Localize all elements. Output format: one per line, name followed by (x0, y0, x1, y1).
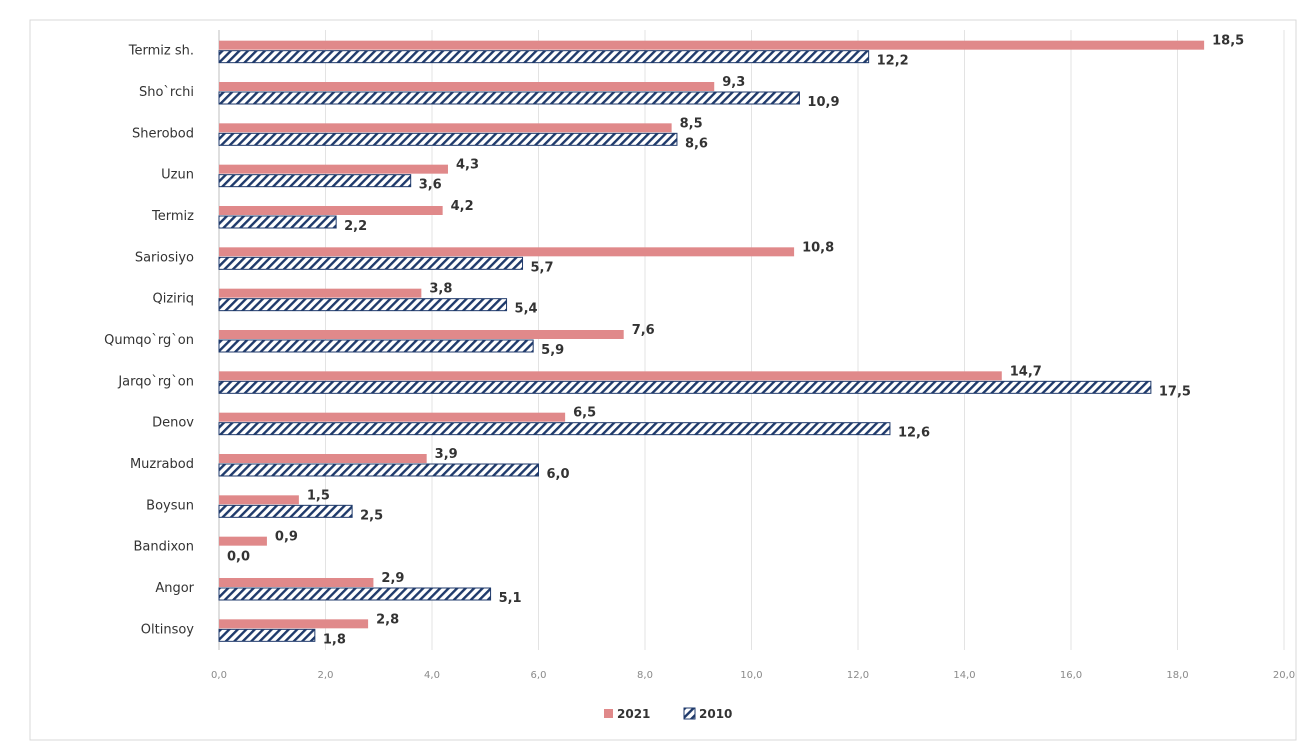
data-label-2010: 12,6 (898, 426, 930, 441)
x-tick-label: 14,0 (953, 670, 975, 681)
bar-2021 (219, 619, 369, 629)
x-tick-label: 12,0 (847, 670, 869, 681)
data-label-2021: 1,5 (307, 488, 330, 503)
bar-2010 (218, 298, 508, 312)
x-tick-label: 16,0 (1060, 670, 1082, 681)
category-label: Termiz sh. (128, 44, 194, 59)
legend-swatch-2021 (604, 709, 613, 718)
bar-2021 (219, 578, 374, 587)
x-tick-label: 0,0 (211, 670, 227, 681)
bar-2021 (219, 164, 448, 174)
bar-2010 (218, 132, 678, 146)
data-label-2021: 3,8 (429, 282, 452, 297)
category-label: Sariosiyo (135, 250, 194, 265)
category-label: Jarqo`rg`on (117, 374, 194, 389)
bar-2010 (218, 256, 524, 270)
bar-2021 (219, 247, 795, 257)
bar-2010 (218, 587, 492, 601)
bar-2010 (218, 628, 316, 642)
category-label: Angor (155, 581, 194, 596)
data-label-2010: 2,2 (344, 219, 367, 234)
bar-2021 (219, 123, 672, 133)
data-label-2010: 5,9 (541, 343, 564, 358)
x-tick-label: 4,0 (424, 670, 440, 681)
data-label-2021: 9,3 (722, 75, 745, 90)
category-label: Qiziriq (153, 292, 195, 307)
bar-2021 (219, 371, 1002, 381)
bar-2021 (219, 412, 566, 422)
data-label-2021: 4,3 (456, 158, 479, 173)
data-label-2021: 0,9 (275, 530, 298, 545)
data-label-2010: 5,1 (499, 591, 522, 606)
bar-2010 (218, 463, 539, 477)
data-label-2010: 1,8 (323, 632, 346, 647)
bar-2021 (219, 495, 299, 505)
bar-2010 (218, 50, 870, 64)
x-tick-label: 2,0 (318, 670, 334, 681)
bar-2010 (218, 339, 534, 353)
data-label-2021: 4,2 (451, 199, 474, 214)
bar-2010 (218, 91, 800, 105)
data-label-2021: 8,5 (680, 116, 703, 131)
data-label-2010: 5,4 (515, 302, 538, 317)
category-label: Muzrabod (130, 457, 194, 472)
data-label-2010: 17,5 (1159, 384, 1191, 399)
data-label-2010: 5,7 (531, 260, 554, 275)
data-label-2010: 3,6 (419, 178, 442, 193)
x-tick-label: 8,0 (637, 670, 653, 681)
category-labels: Termiz sh. Sho`rchi Sherobod Uzun Termiz Sari… (104, 44, 195, 638)
data-label-2021: 14,7 (1010, 364, 1042, 379)
x-tick-label: 10,0 (740, 670, 762, 681)
x-tick-labels: 0,0 2,0 4,0 6,0 8,0 10,0 12,0 14,0 16,0 18,0 20,0 (211, 670, 1295, 681)
bar-2021 (219, 288, 422, 298)
bar-2010 (218, 215, 337, 229)
bar-2021 (219, 536, 267, 546)
data-label-2021: 6,5 (573, 406, 596, 421)
bars (218, 40, 1205, 642)
data-label-2010: 8,6 (685, 136, 708, 151)
category-label: Qumqo`rg`on (104, 333, 194, 348)
data-label-2021: 3,9 (435, 447, 458, 462)
data-label-2010: 0,0 (227, 550, 250, 565)
data-label-2021: 2,9 (381, 571, 404, 586)
bar-2021 (219, 82, 715, 91)
data-label-2021: 10,8 (802, 240, 834, 255)
category-label: Uzun (161, 168, 194, 183)
data-labels: 18,5 12,2 9,3 10,9 8,5 8,6 4,3 3,6 4,2 2,2 10,8 5,7… (227, 34, 1244, 648)
category-label: Oltinsoy (141, 622, 195, 637)
category-label: Sherobod (132, 126, 194, 141)
legend: 2021 2010 (604, 707, 732, 721)
x-tick-label: 6,0 (531, 670, 547, 681)
bar-2010 (218, 504, 353, 518)
category-label: Sho`rchi (139, 85, 194, 100)
bar-2021 (219, 330, 624, 339)
x-tick-label: 18,0 (1166, 670, 1188, 681)
x-tick-label: 20,0 (1273, 670, 1295, 681)
legend-label-2021: 2021 (617, 707, 650, 721)
bar-2010 (218, 174, 412, 188)
bar-2010 (218, 422, 891, 436)
data-label-2010: 2,5 (360, 508, 383, 523)
data-label-2010: 10,9 (807, 95, 839, 110)
bar-2021 (219, 40, 1205, 50)
category-label: Termiz (151, 209, 194, 224)
data-label-2021: 2,8 (376, 612, 399, 627)
category-label: Boysun (146, 498, 194, 513)
category-label: Denov (152, 416, 194, 431)
bar-2010 (218, 380, 1152, 394)
data-label-2010: 6,0 (547, 467, 570, 482)
legend-swatch-2010 (683, 707, 696, 720)
data-label-2021: 18,5 (1212, 34, 1244, 49)
category-label: Bandixon (134, 540, 194, 555)
data-label-2021: 7,6 (632, 323, 655, 338)
legend-label-2010: 2010 (699, 707, 732, 721)
bar-2021 (219, 454, 427, 463)
data-label-2010: 12,2 (877, 54, 909, 69)
bar-2021 (219, 206, 443, 215)
